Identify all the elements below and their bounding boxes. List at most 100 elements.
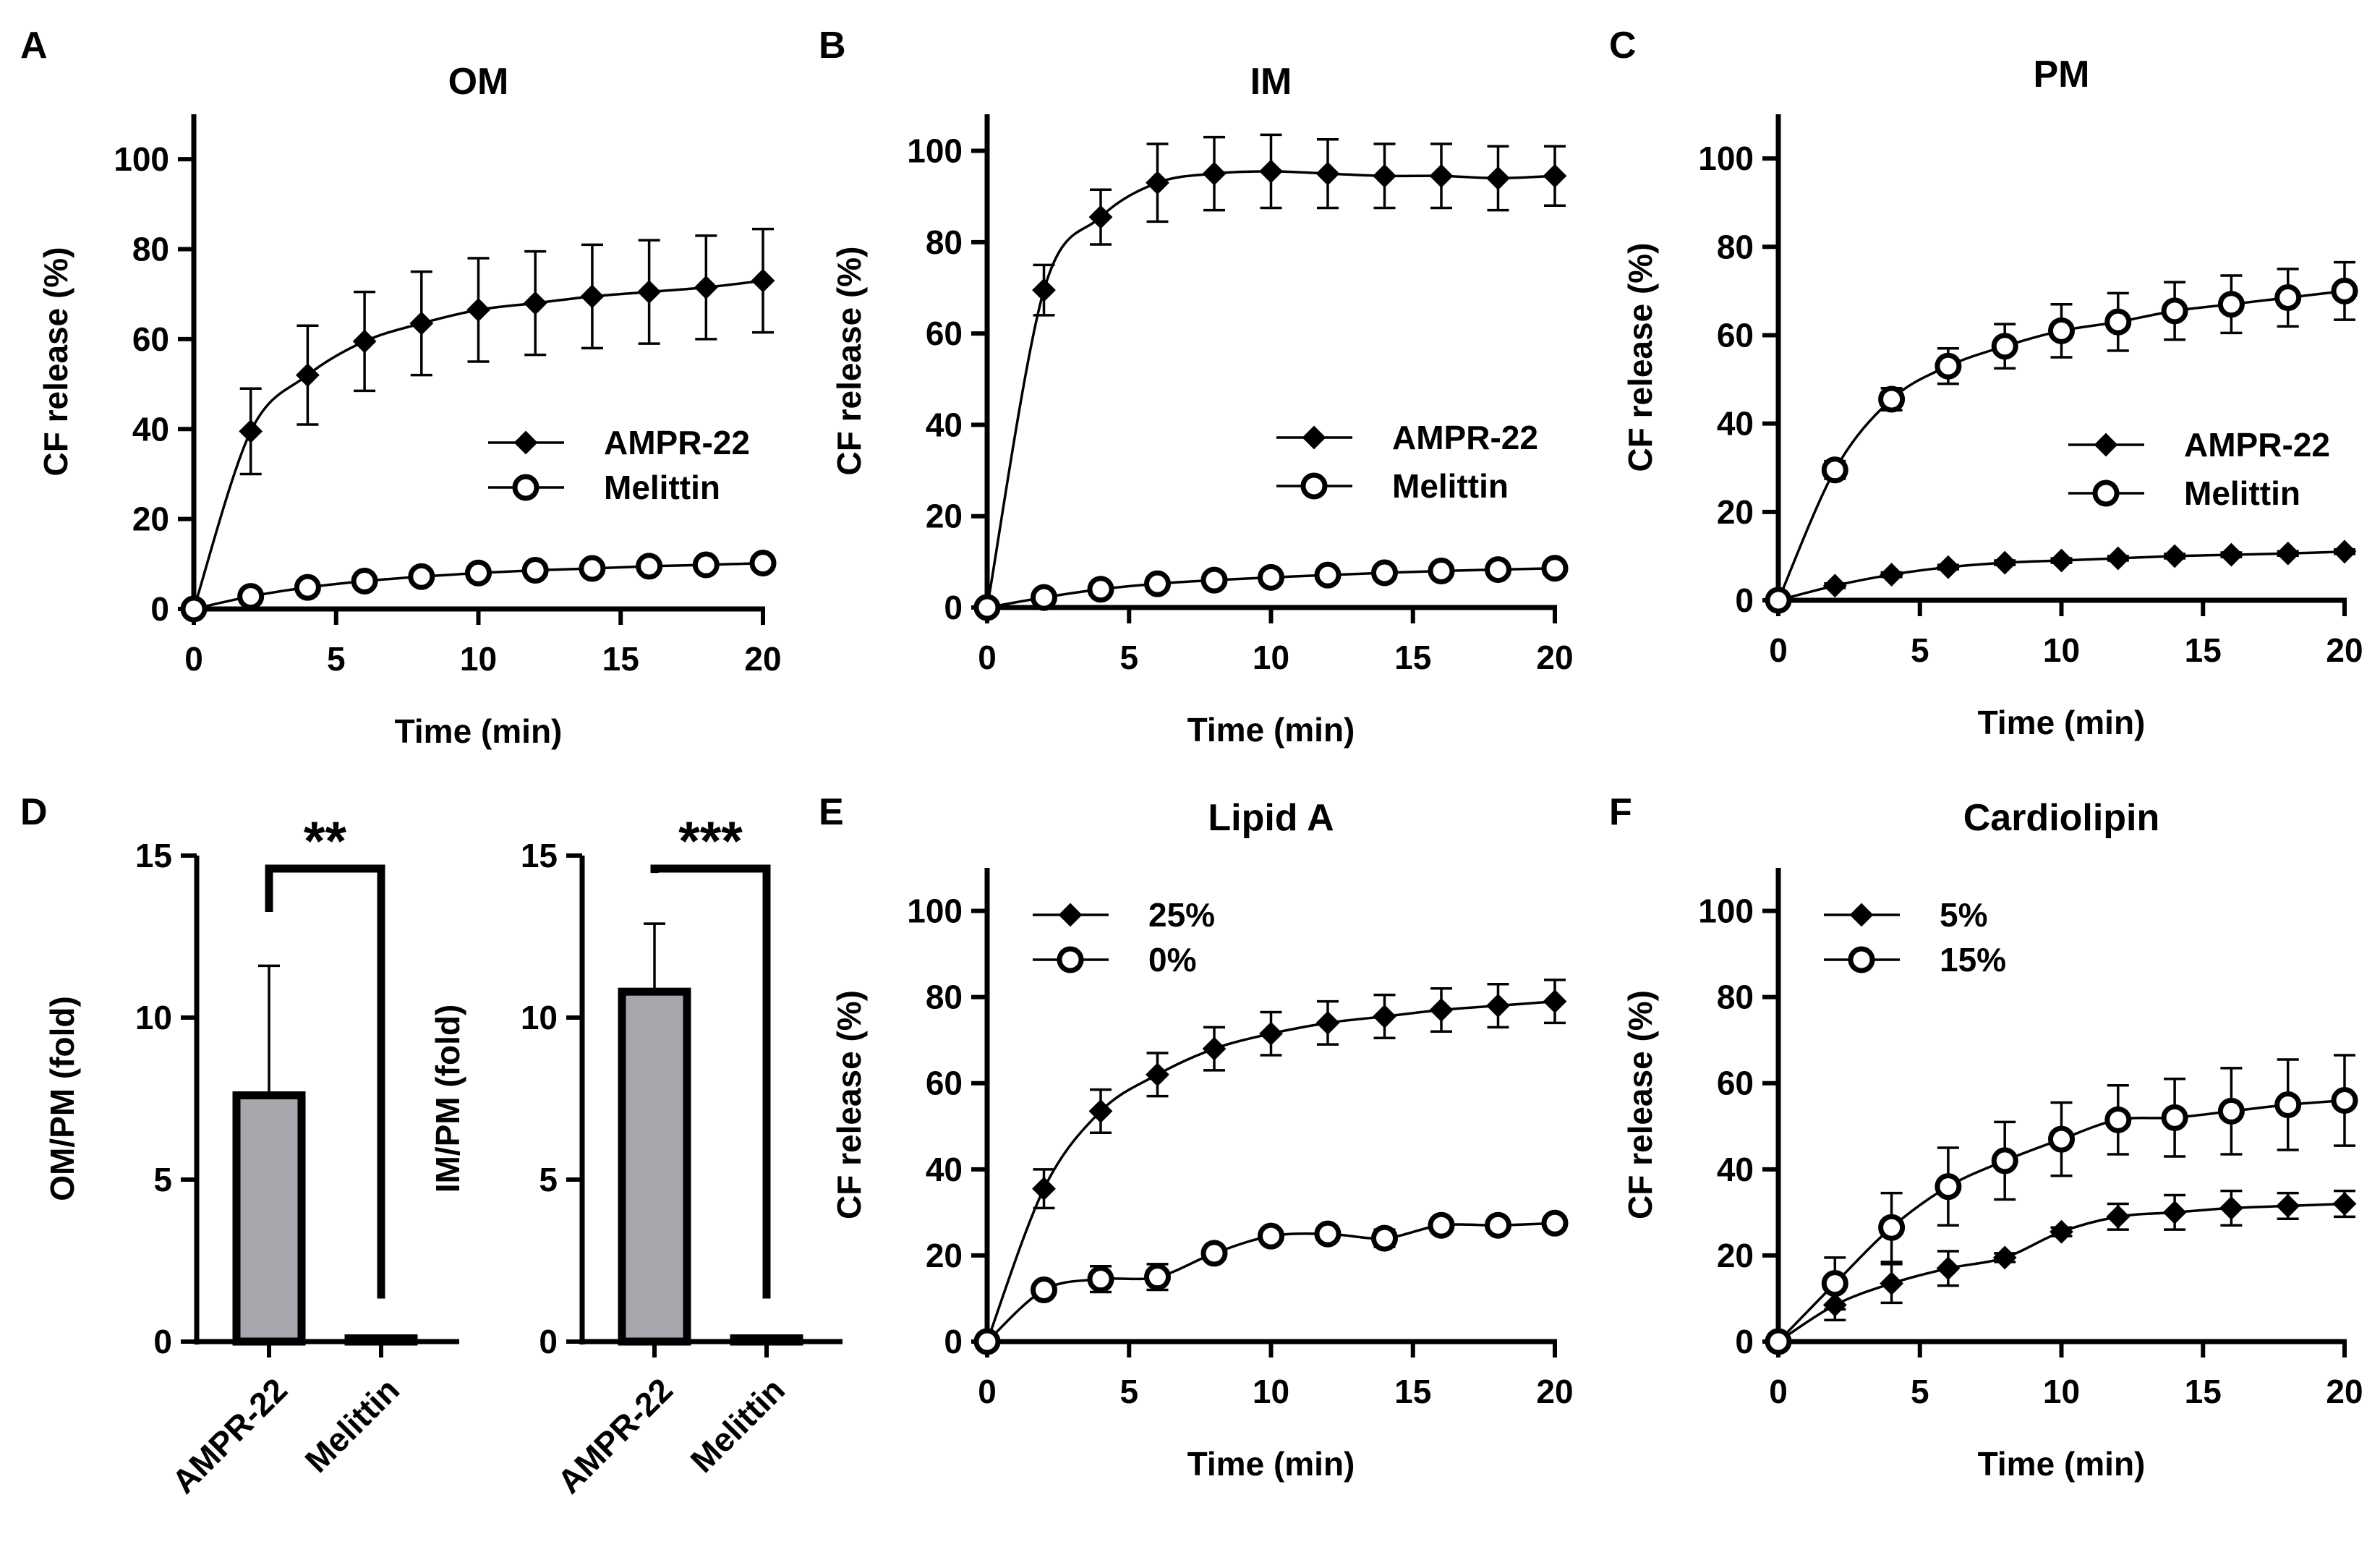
- data-point: [1087, 1266, 1114, 1293]
- x-tick-label: 5: [1911, 1373, 1929, 1410]
- chart-d2: 0 5 10 15 IM/PM (fold) AMPR-22 Melittin ***: [429, 811, 843, 1501]
- data-point: [1543, 163, 1567, 188]
- data-point: [2331, 277, 2358, 304]
- legend-marker: [1058, 903, 1083, 927]
- panel-label: C: [1609, 25, 1637, 67]
- y-tick-label: 40: [132, 410, 169, 448]
- data-point: [636, 553, 663, 580]
- y-tick-label: 0: [150, 590, 169, 628]
- y-tick-label: 80: [132, 231, 169, 268]
- series-melittin: [1765, 260, 2358, 614]
- data-point: [1315, 161, 1340, 186]
- data-point: [1088, 1099, 1113, 1123]
- x-axis-label: Time (min): [395, 712, 563, 750]
- data-point: [1314, 561, 1342, 589]
- data-point: [1992, 1245, 2017, 1270]
- x-tick-label: 5: [1119, 1373, 1138, 1410]
- y-tick-label: 5: [539, 1161, 558, 1198]
- x-tick-label: 5: [1119, 639, 1138, 676]
- data-point: [2050, 548, 2073, 573]
- y-tick-label: 60: [926, 315, 963, 352]
- data-point: [1258, 1222, 1284, 1250]
- data-point: [2332, 540, 2357, 564]
- y-axis-label: CF release (%): [1621, 990, 1659, 1219]
- bar: [344, 1334, 418, 1346]
- y-tick-label: 100: [114, 140, 169, 178]
- x-tick-label: Melittin: [297, 1371, 406, 1480]
- data-point: [2162, 1200, 2187, 1224]
- panel-label: D: [20, 791, 48, 833]
- data-point: [2048, 1125, 2075, 1153]
- data-point: [1088, 205, 1113, 229]
- x-tick-label: 10: [2043, 1373, 2080, 1410]
- data-point: [1485, 556, 1511, 584]
- y-axis-label: IM/PM (fold): [429, 1005, 466, 1193]
- y-tick-label: 60: [1717, 316, 1754, 354]
- y-tick-label: 40: [1717, 1151, 1754, 1188]
- x-tick-label: 15: [2185, 1373, 2222, 1410]
- legend-marker: [2092, 479, 2120, 507]
- data-point: [1200, 566, 1228, 594]
- x-tick-label: 0: [978, 639, 997, 676]
- data-point: [2331, 1087, 2358, 1114]
- legend-marker: [1849, 903, 1874, 927]
- y-tick-label: 20: [132, 500, 169, 538]
- y-tick-label: 80: [926, 223, 963, 261]
- y-axis-label: CF release (%): [1621, 242, 1659, 472]
- data-point: [694, 275, 718, 299]
- bar: [730, 1334, 803, 1346]
- y-tick-label: 5: [153, 1161, 172, 1198]
- x-tick-label: 5: [1911, 631, 1929, 669]
- chart-e: E Lipid A 0 20 40 60 80 100 0 5 10 15 20 Time (min) CF…: [819, 791, 1574, 1483]
- data-point: [295, 363, 320, 388]
- bar: [618, 987, 691, 1346]
- data-point: [1202, 161, 1227, 186]
- x-tick-label: AMPR-22: [165, 1371, 295, 1501]
- data-point: [1032, 1177, 1056, 1201]
- series-melittin: [180, 550, 777, 623]
- x-tick-label: 0: [1769, 631, 1788, 669]
- data-point: [1146, 1062, 1169, 1087]
- y-tick-label: 100: [1698, 892, 1754, 930]
- y-tick-label: 15: [521, 837, 558, 874]
- data-point: [2274, 284, 2302, 312]
- legend-label: AMPR-22: [2184, 426, 2330, 464]
- data-point: [1144, 570, 1171, 597]
- legend-marker: [512, 474, 539, 501]
- data-point: [1936, 1256, 1961, 1281]
- chart-b: B IM 0 20 40 60 80 100 0 5 10 15 20 Time (min) CF rele…: [819, 25, 1574, 749]
- data-point: [2048, 317, 2075, 344]
- series-0-: [973, 1209, 1569, 1355]
- chart-title: Cardiolipin: [1963, 797, 2160, 839]
- series-melittin: [973, 555, 1569, 621]
- y-tick-label: 20: [1717, 493, 1754, 531]
- legend-entry: AMPR-22: [1276, 419, 1538, 456]
- significance-stars: ***: [678, 811, 743, 872]
- x-tick-label: 5: [327, 640, 346, 678]
- x-tick-label: 20: [1536, 1373, 1573, 1410]
- y-axis-label: CF release (%): [830, 990, 868, 1219]
- x-tick-label: 0: [978, 1373, 997, 1410]
- data-point: [1031, 1276, 1057, 1304]
- y-tick-label: 40: [926, 406, 963, 443]
- legend-marker: [2094, 432, 2118, 457]
- data-point: [2219, 542, 2243, 567]
- y-tick-label: 80: [1717, 228, 1754, 265]
- data-point: [466, 298, 490, 322]
- data-point: [1200, 1240, 1228, 1267]
- legend-entry: 25%: [1033, 896, 1215, 934]
- y-tick-label: 60: [132, 320, 169, 358]
- legend-label: 0%: [1148, 941, 1196, 979]
- y-tick-label: 10: [135, 999, 172, 1036]
- data-point: [1878, 1214, 1906, 1241]
- data-point: [1880, 1271, 1904, 1296]
- y-axis-label: OM/PM (fold): [43, 996, 81, 1201]
- data-point: [1935, 352, 1962, 380]
- panel-label: A: [20, 25, 48, 67]
- x-tick-label: 15: [1394, 1373, 1431, 1410]
- data-point: [1032, 278, 1056, 302]
- chart-f: F Cardiolipin 0 20 40 60 80 100 0 5 10 15 20 Time (mi…: [1609, 791, 2363, 1483]
- data-point: [637, 280, 662, 304]
- y-axis-label: CF release (%): [37, 247, 74, 476]
- data-point: [1821, 456, 1848, 484]
